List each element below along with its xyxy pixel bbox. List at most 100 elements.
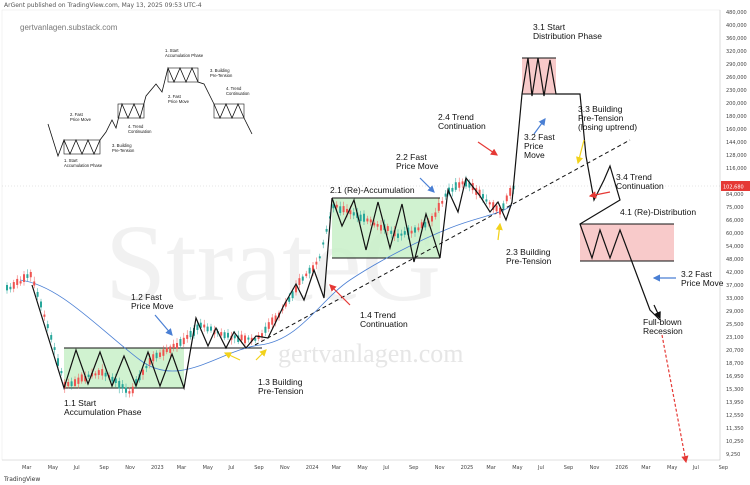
candle-body [36,291,39,297]
x-tick-label: May [48,465,58,471]
annotation-afbr: Full-blown Recession [643,317,683,336]
x-tick-label: Mar [177,465,187,471]
candle-body [461,181,464,185]
x-tick-label: Jul [692,465,699,471]
x-tick-label: Sep [409,465,418,471]
candle-body [148,358,151,365]
x-tick-label: Nov [280,465,290,471]
y-tick-label: 29,000 [726,309,744,315]
candle-body [172,343,175,348]
inset-label-m6: 2. Fast Price Move [168,94,190,104]
last-price-label: 102,680 [723,185,744,191]
candle-body [80,374,83,382]
y-tick-label: 10,250 [726,439,744,445]
x-tick-label: Sep [564,465,573,471]
candle-body [274,315,277,323]
candle-body [322,242,325,245]
candle-body [53,347,56,350]
candle-body [414,227,416,233]
annotation-line: Price Move [681,278,724,288]
x-tick-label: 2026 [615,465,628,471]
arrow-yellow [495,222,503,241]
y-tick-label: 400,000 [726,23,747,29]
candle-body [335,204,338,208]
x-tick-label: Jul [537,465,544,471]
annotation-a32b: 3.2 Fast Price Move [681,269,724,288]
x-tick-label: 2025 [461,465,474,471]
candle-body [60,371,63,374]
candle-body [444,193,447,197]
annotation-line: 3.2 Fast [681,269,712,279]
candle-body [104,372,107,377]
candle-body [325,228,328,232]
candle-body [417,227,420,231]
candle-body [57,358,59,366]
inset-label-line: Price Move [70,117,92,122]
y-tick-label: 33,000 [726,296,744,302]
inset-label-line: 1. Start [64,158,78,163]
candle-body [233,335,236,339]
annotation-line: Distribution Phase [533,31,602,41]
arrow-red-dashed [661,334,689,464]
candle-body [495,205,498,212]
candle-body [220,332,223,336]
candle-body [492,202,495,210]
arrow-blue [419,177,435,193]
annotation-line: Continuation [616,181,664,191]
x-tick-label: May [203,465,213,471]
annotation-line: (losing uptrend) [578,122,637,132]
price-axis: 480,000 400,000 360,000 320,000 290,000 260,0… [726,10,747,458]
x-tick-label: May [357,465,367,471]
candle-body [169,346,172,353]
y-tick-label: 60,000 [726,231,744,237]
candle-body [165,347,168,353]
inset-label-line: 1. Start [165,48,179,53]
candle-body [114,378,117,383]
inset-label-m4: 4. Trend Continuation [128,124,152,134]
inset-box [117,103,145,119]
candle-body [254,338,257,341]
candle-body [74,379,76,386]
annotation-a31: 3.1 Start Distribution Phase [533,22,602,41]
y-tick-label: 75,000 [726,205,744,211]
y-tick-label: 290,000 [726,62,747,68]
inset-label-line: 4. Trend [128,124,144,129]
annotation-a12: 1.2 Fast Price Move [131,292,174,311]
annotation-line: Continuation [438,121,486,131]
y-tick-label: 320,000 [726,49,747,55]
candle-body [40,301,42,308]
x-tick-label: May [512,465,522,471]
y-tick-label: 116,000 [726,166,747,172]
inset-label-line: 2. Fast [70,112,84,117]
y-tick-label: 15,300 [726,387,744,393]
annotation-a33: 3.3 Building Pre-Tension (losing uptrend) [578,104,637,132]
candle-body [227,332,229,338]
candle-body [482,194,484,199]
candle-body [19,281,22,284]
y-tick-label: 160,000 [726,127,747,133]
candle-body [111,376,114,382]
candle-body [359,214,362,222]
candle-body [264,326,267,333]
inset-label-line: 2. Fast [168,94,182,99]
candle-body [502,203,505,209]
candle-body [339,206,342,213]
candle-body [288,297,291,302]
candle-body [431,215,433,222]
y-tick-label: 480,000 [726,10,747,16]
candle-body [240,334,243,341]
inset-label-m3: 3. Building Pre-Tension [112,143,135,153]
uptrend-line [254,139,631,346]
inset-label-line: Continuation [128,129,152,134]
candle-body [179,339,182,346]
annotation-line: 1.1 Start [64,398,97,408]
annotation-line: Price Move [131,301,174,311]
inset-schematic: gertvanlagen.substack.com 1. Start Accumu… [20,23,253,168]
y-tick-label: 48,000 [726,257,744,263]
candle-body [26,274,29,278]
inset-box [213,103,245,119]
candle-body [101,369,104,376]
moving-average-line [19,204,513,372]
candle-body [312,265,314,272]
